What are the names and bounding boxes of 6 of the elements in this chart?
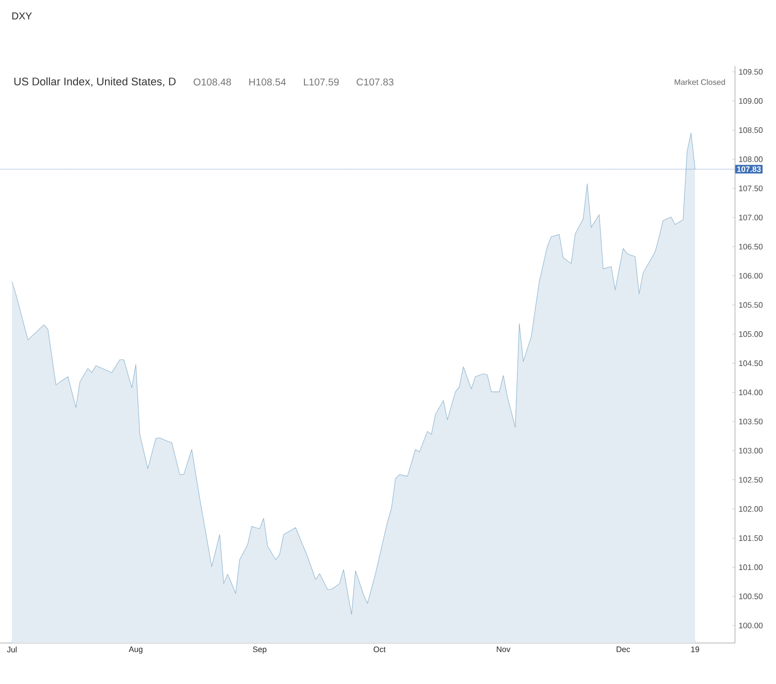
annotation: O108.48: [194, 78, 231, 86]
annotation: L107.59: [304, 78, 339, 86]
text: US Dollar Index, United States, D: [14, 77, 176, 87]
annotation: H108.54: [249, 78, 286, 86]
chart-subtitle: DXY: [12, 12, 32, 20]
annotation: C107.83: [356, 78, 394, 86]
